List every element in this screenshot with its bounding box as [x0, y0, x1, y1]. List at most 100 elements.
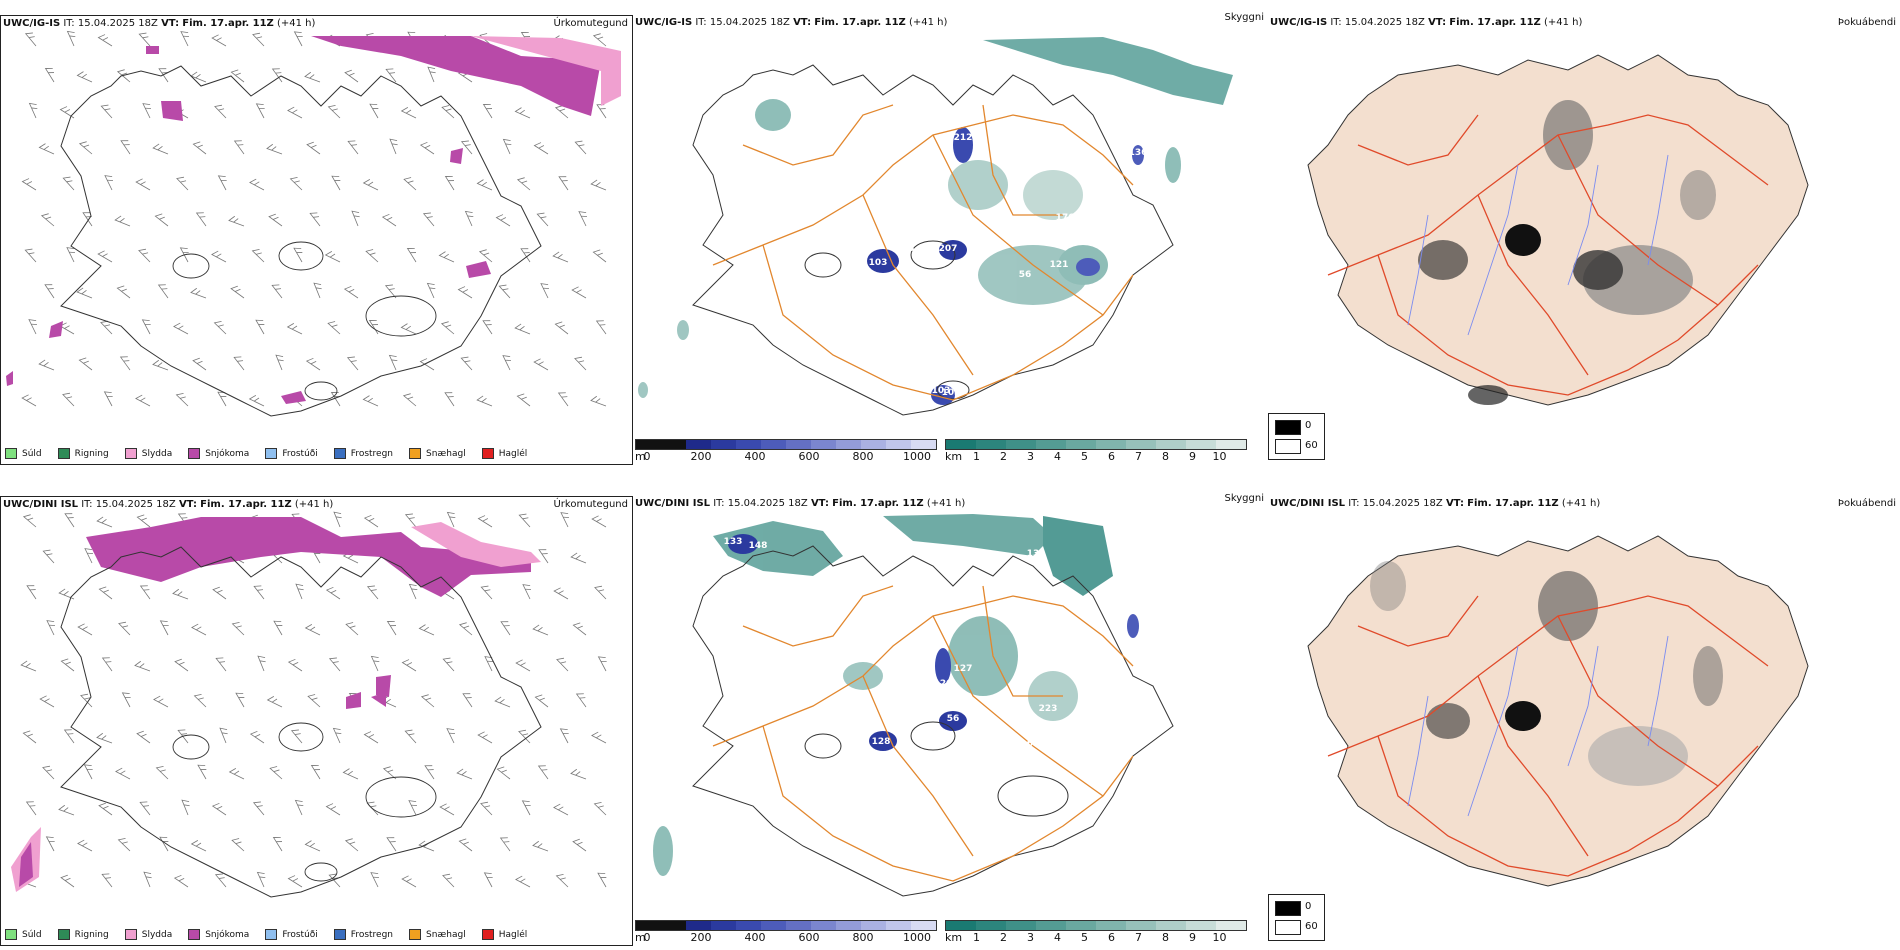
wind-barb — [39, 695, 55, 708]
wind-barb — [97, 250, 113, 263]
wind-barb — [325, 586, 341, 600]
wind-barb — [231, 838, 245, 852]
wind-barb — [233, 140, 245, 155]
it-label: IT: — [81, 499, 93, 510]
wind-barb — [532, 840, 549, 852]
colorbar-segment — [911, 440, 936, 449]
wind-barb — [366, 585, 379, 600]
wind-barb — [309, 212, 321, 227]
wind-barb — [256, 871, 266, 888]
glacier-outlines — [172, 722, 437, 882]
fog-roads — [1327, 114, 1769, 396]
wind-barb — [403, 177, 417, 191]
colorbar-segment — [1216, 440, 1246, 449]
legend-label: Rigning — [74, 929, 109, 940]
colorbar-segment — [786, 921, 811, 930]
ceiling-value-labels: 103 145 207 212 105 136 56 121 176 75 103 — [869, 133, 1148, 398]
road-network — [712, 104, 1134, 401]
wind-barb — [362, 395, 379, 407]
wind-barb — [136, 730, 151, 744]
lead-time: (+41 h) — [909, 17, 948, 28]
wind-barb — [139, 585, 151, 600]
wind-barb — [115, 767, 131, 780]
colorbar-tick: 8 — [1162, 931, 1169, 944]
wind-barb — [60, 658, 75, 672]
wind-barb — [62, 392, 75, 407]
colorbar-tick: 4 — [1054, 931, 1061, 944]
colorbar-segment — [911, 921, 936, 930]
wind-barb — [532, 624, 549, 636]
wind-barb — [153, 695, 169, 708]
it-value: 15.04.2025 18Z — [727, 498, 808, 509]
wind-barb — [331, 175, 341, 191]
model-name: UWC/IG-IS — [635, 17, 693, 28]
colorbar-tick: 600 — [798, 931, 820, 944]
wind-barb — [408, 800, 418, 816]
wind-barb — [104, 175, 114, 191]
ceiling-colorbar-strip — [635, 439, 937, 450]
wind-barb — [143, 871, 152, 888]
visibility-colorbar-strip — [945, 920, 1247, 931]
wind-barb — [476, 179, 493, 191]
wind-barb — [304, 624, 321, 636]
wind-barb — [117, 837, 131, 852]
colorbar-segment — [761, 921, 786, 930]
fog-legend-light-swatch — [1275, 439, 1301, 454]
colorbar-segment — [946, 440, 976, 449]
colorbar-tick: 7 — [1135, 931, 1142, 944]
wind-barb — [98, 586, 113, 600]
ceiling-value-label: 145 — [896, 244, 915, 254]
wind-barb — [253, 585, 265, 600]
wind-barb — [66, 30, 76, 47]
wind-barb — [553, 587, 569, 600]
panel-title: Úrkomutegund — [553, 499, 628, 510]
wind-barb — [482, 320, 493, 335]
ceiling-value-label: 75 — [915, 380, 928, 390]
wind-barb — [400, 323, 417, 335]
colorbar-segment — [861, 440, 886, 449]
wind-barb — [554, 321, 569, 335]
wind-barb — [101, 657, 113, 672]
colorbar-tick: 800 — [852, 931, 874, 944]
legend-item: Súld — [5, 929, 42, 940]
wind-barb — [173, 322, 189, 335]
ceiling-value-label: 60 — [1027, 739, 1040, 749]
vt-value: Fim. 17.apr. 11Z — [200, 499, 292, 510]
wind-barb — [495, 214, 511, 227]
wind-barb — [214, 873, 227, 888]
colorbar-segment — [1096, 440, 1126, 449]
wind-barb — [370, 872, 380, 888]
snow-areas — [11, 517, 541, 892]
wind-barb — [327, 321, 341, 335]
it-label: IT: — [695, 17, 707, 28]
legend-item: Slydda — [124, 448, 172, 459]
panel-header: UWC/IG-IS IT: 15.04.2025 18Z VT: Fim. 17… — [635, 17, 947, 28]
snow-areas — [6, 36, 621, 404]
colorbar-tick: 2 — [1000, 931, 1007, 944]
colorbar-tick: 400 — [744, 450, 766, 463]
wind-barb — [388, 354, 398, 371]
wind-barb — [257, 655, 266, 672]
lead-time: (+41 h) — [926, 498, 966, 509]
wind-barb — [287, 658, 303, 672]
wind-barb — [476, 395, 493, 407]
lead-time: (+41 h) — [294, 499, 334, 510]
wind-barb — [45, 836, 55, 852]
wind-barb — [480, 585, 493, 600]
wind-barb — [343, 285, 359, 299]
wind-barb — [40, 213, 55, 227]
wind-barb — [426, 282, 436, 299]
ceiling-value-label: 103 — [932, 386, 951, 396]
colorbar-segment — [661, 440, 686, 449]
vt-value: Fim. 17.apr. 11Z — [182, 18, 274, 29]
legend-label: Frostregn — [350, 448, 394, 459]
wind-barb — [592, 249, 607, 263]
colorbar-segment — [1186, 440, 1216, 449]
wind-barb — [324, 251, 341, 263]
wind-barb — [25, 801, 37, 816]
ceiling-value-label: 207 — [939, 244, 958, 254]
fog-roads — [1327, 595, 1769, 877]
wind-barb — [176, 176, 189, 191]
legend-swatch — [188, 929, 201, 940]
legend-label: Haglél — [498, 929, 528, 940]
